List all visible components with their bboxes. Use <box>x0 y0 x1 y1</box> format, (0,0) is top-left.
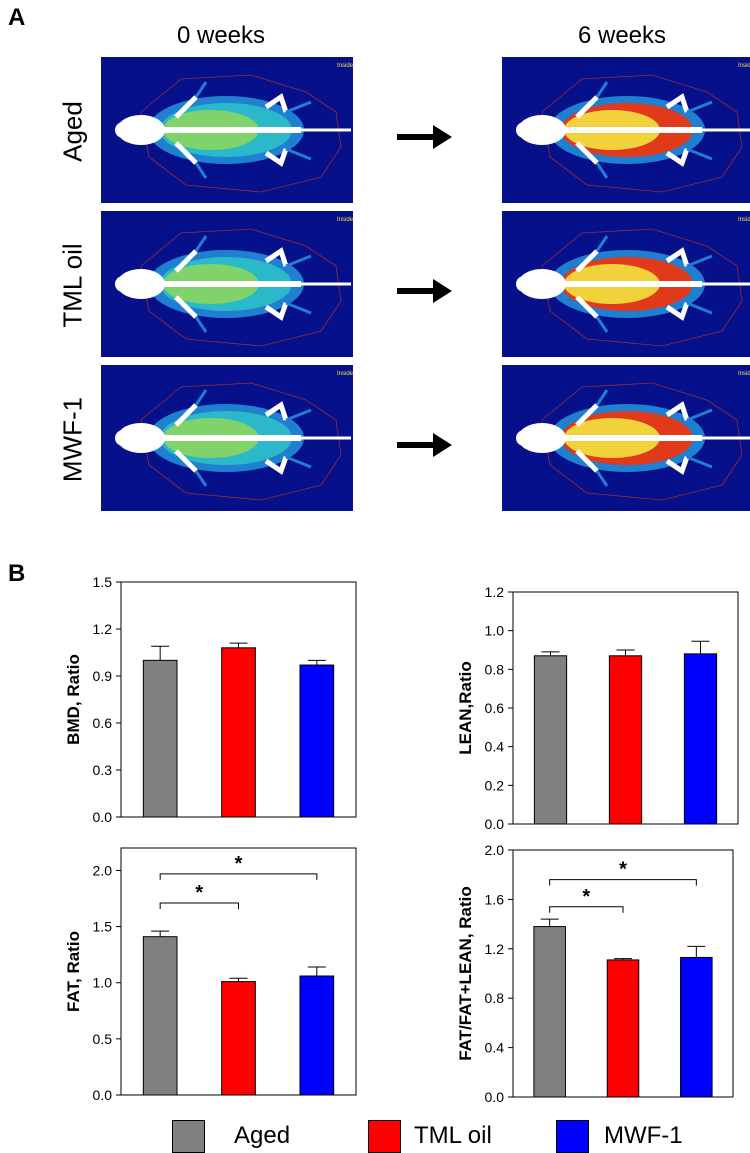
y-tick-label: 2.0 <box>485 842 505 858</box>
bar-aged <box>533 926 566 1098</box>
bar-tml-oil <box>608 655 643 825</box>
bar-mwf-1 <box>299 664 335 818</box>
bar-mwf-1 <box>299 975 335 1096</box>
panel-label-a: A <box>8 4 26 31</box>
arrow-icon <box>397 279 452 303</box>
bar-aged <box>142 659 178 818</box>
bar-tml-oil <box>606 959 640 1098</box>
arrow-icon <box>397 125 452 149</box>
y-tick-label: 0.9 <box>93 668 113 684</box>
legend-swatch-tml-oil <box>368 1120 401 1153</box>
y-tick-label: 1.2 <box>485 584 505 600</box>
dexa-scan-aged-6wk: Inside <box>502 57 750 203</box>
legend-label-tml-oil: TML oil <box>414 1122 492 1149</box>
y-tick-label: 2.0 <box>93 862 113 878</box>
significance-bracket <box>159 902 239 910</box>
y-tick-label: 1.0 <box>93 975 113 991</box>
scan-inside-label: Inside <box>738 371 750 377</box>
bar-mwf-1 <box>680 956 713 1098</box>
significance-bracket <box>549 879 697 886</box>
y-tick-label: 1.5 <box>93 919 113 935</box>
y-tick-label: 0.8 <box>485 661 505 677</box>
legend-swatch-aged <box>172 1120 205 1153</box>
scan-inside-label: Inside <box>738 63 750 69</box>
row-label-tml-oil: TML oil <box>57 243 88 328</box>
panel-label-b: B <box>8 560 26 587</box>
y-axis-label: FAT, Ratio <box>64 931 83 1012</box>
dexa-scan-mwf-1-0wk: Inside <box>101 365 353 511</box>
y-tick-label: 0.4 <box>485 1040 505 1056</box>
fat-chart: 0.0 0.5 1.0 1.5 2.0 FAT, Ratio * * <box>64 847 357 1103</box>
bar-mwf-1 <box>683 653 718 825</box>
legend-label-aged: Aged <box>234 1122 291 1149</box>
y-tick-label: 1.2 <box>93 621 113 637</box>
y-tick-label: 0.0 <box>93 809 113 825</box>
fat-ratio-chart: 0.0 0.4 0.8 1.2 1.6 2.0 FAT/FAT+LEAN, Ratio * * <box>456 842 734 1105</box>
arrow-icon <box>397 433 452 457</box>
y-axis-label: BMD, Ratio <box>64 654 83 745</box>
dexa-scan-tml-oil-6wk: Inside <box>502 211 750 357</box>
y-tick-label: 0.3 <box>93 762 113 778</box>
significance-star: * <box>619 859 627 881</box>
bmd-chart: 0.0 0.3 0.6 0.9 1.2 1.5 BMD, Ratio <box>64 574 357 825</box>
y-tick-label: 0.8 <box>485 990 505 1006</box>
y-tick-label: 0.2 <box>485 777 505 793</box>
dexa-scan-tml-oil-0wk: Inside <box>101 211 353 357</box>
row-label-mwf-1: MWF-1 <box>57 396 88 483</box>
y-tick-label: 0.5 <box>93 1031 113 1047</box>
significance-bracket <box>549 906 624 913</box>
scan-inside-label: Inside <box>337 63 353 69</box>
y-tick-label: 1.2 <box>485 941 505 957</box>
y-tick-label: 0.0 <box>485 816 505 832</box>
dexa-scan-mwf-1-6wk: Inside <box>502 365 750 511</box>
scan-inside-label: Inside <box>337 217 353 223</box>
dexa-scan-aged-0wk: Inside <box>101 57 353 203</box>
y-axis-label: LEAN,Ratio <box>456 661 475 755</box>
y-tick-label: 1.0 <box>485 623 505 639</box>
scan-inside-label: Inside <box>738 217 750 223</box>
y-tick-label: 1.6 <box>485 891 505 907</box>
y-tick-label: 0.6 <box>485 700 505 716</box>
column-header-6-weeks: 6 weeks <box>577 22 667 49</box>
column-header-0-weeks: 0 weeks <box>176 22 266 49</box>
lean-chart: 0.0 0.2 0.4 0.6 0.8 1.0 1.2 LEAN,Ratio <box>456 584 739 832</box>
significance-bracket <box>159 873 318 880</box>
bar-aged <box>533 655 568 825</box>
significance-star: * <box>235 853 243 875</box>
significance-star: * <box>195 882 203 904</box>
y-tick-label: 1.5 <box>93 574 113 590</box>
bar-tml-oil <box>221 981 256 1096</box>
y-tick-label: 0.4 <box>485 739 505 755</box>
scan-inside-label: Inside <box>337 371 353 377</box>
y-tick-label: 0.0 <box>485 1089 505 1105</box>
y-tick-label: 0.6 <box>93 715 113 731</box>
y-axis-label: FAT/FAT+LEAN, Ratio <box>456 886 475 1061</box>
legend-swatch-mwf-1 <box>556 1120 589 1153</box>
bar-tml-oil <box>221 647 256 818</box>
y-tick-label: 0.0 <box>93 1087 113 1103</box>
bar-aged <box>142 936 178 1096</box>
legend-label-mwf-1: MWF-1 <box>604 1122 683 1149</box>
row-label-aged: Aged <box>57 101 88 162</box>
significance-star: * <box>582 886 590 908</box>
